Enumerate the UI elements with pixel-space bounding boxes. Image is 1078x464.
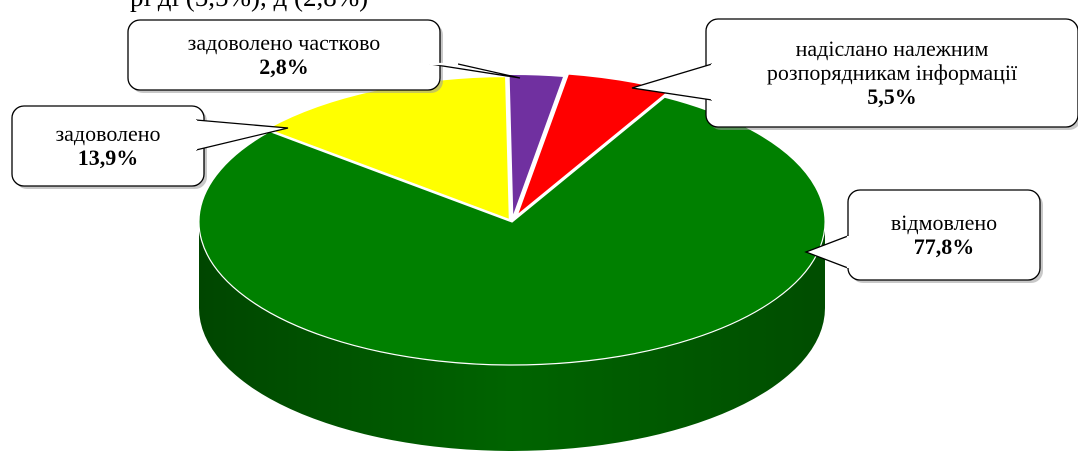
slice-label-text: задоволено частково <box>188 30 381 55</box>
slice-value-label: 13,9% <box>78 145 139 170</box>
slice-label-text: розпорядникам інформації <box>767 60 1018 85</box>
slice-відмовлено <box>198 96 826 366</box>
slice-label-text: відмовлено <box>891 210 997 235</box>
pie-tops <box>198 73 826 366</box>
callout-pointer <box>429 63 521 79</box>
top-text-fragment: рі ді (5,5%), д (2,8%) <box>130 0 368 12</box>
callout-box <box>127 19 441 91</box>
callout-pointer <box>195 119 289 151</box>
slice-задоволено-частково <box>508 73 565 219</box>
slice-label-text: надіслано належним <box>796 36 989 61</box>
slice-value-label: 5,5% <box>867 84 917 109</box>
slice-label-text: задоволено <box>55 121 160 146</box>
slice-value-label: 77,8% <box>914 234 975 259</box>
callout-box <box>847 189 1041 281</box>
callout-pointer <box>804 235 849 269</box>
slice-value-label: 2,8% <box>259 54 309 79</box>
slice-side-відмовлено <box>199 222 825 451</box>
callout-pointer <box>631 63 713 101</box>
